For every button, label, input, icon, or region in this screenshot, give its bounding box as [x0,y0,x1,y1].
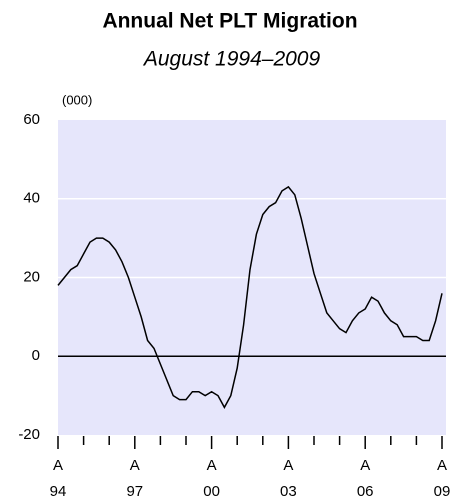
x-tick-label: 97 [126,483,143,499]
y-tick-label: 60 [23,111,40,128]
x-tick-label: 09 [434,483,451,499]
x-tick-month: A [437,457,447,474]
x-tick-month: A [360,457,370,474]
x-tick-label: 00 [203,483,220,499]
y-tick-label: -20 [18,426,40,443]
y-unit: (000) [62,92,92,107]
data-line [57,185,443,409]
x-tick-label: 06 [357,483,374,499]
y-tick-label: 40 [23,190,40,207]
chart-title: Annual Net PLT Migration [102,10,357,33]
x-tick-month: A [283,457,293,474]
x-tick-month: A [207,457,217,474]
x-tick-label: 03 [280,483,297,499]
x-tick-label: 94 [50,483,67,499]
x-tick-month: A [130,457,140,474]
x-tick-month: A [53,457,63,474]
y-tick-label: 20 [23,268,40,285]
y-tick-label: 0 [32,347,40,364]
chart-subtitle: August 1994–2009 [142,48,321,71]
